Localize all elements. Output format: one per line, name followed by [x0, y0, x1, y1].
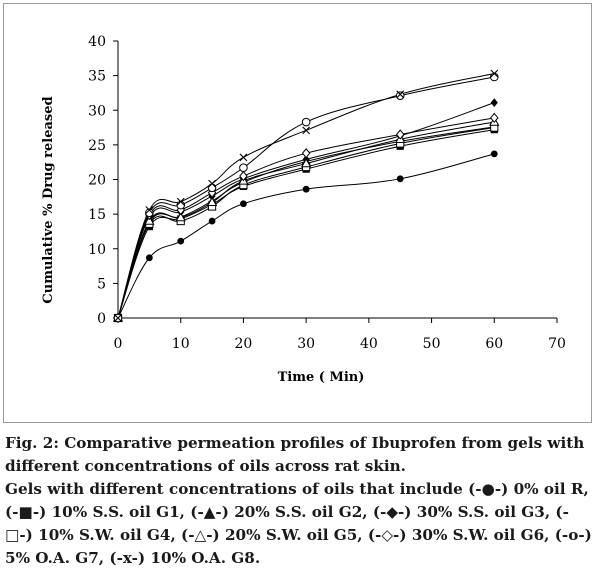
series-line-g7: [117, 76, 495, 319]
series-line-r: [117, 153, 495, 319]
data-point-g5: [175, 212, 186, 222]
data-point-g8: [145, 206, 154, 214]
data-point-g7: [207, 183, 217, 193]
y-tick-label: 35: [88, 69, 106, 85]
data-point-g3: [490, 98, 498, 108]
x-tick-label: 30: [297, 336, 315, 352]
x-tick-label: 10: [172, 336, 190, 352]
y-tick-label: 30: [88, 103, 106, 119]
x-tick-label: 20: [235, 336, 253, 352]
x-tick-label: 70: [548, 336, 566, 352]
data-point-g7: [301, 117, 311, 127]
series-markers: [112, 69, 500, 324]
y-tick-label: 0: [97, 311, 106, 327]
data-point-g5: [300, 158, 312, 168]
data-point-g7: [395, 91, 405, 101]
data-point-g8: [208, 179, 216, 188]
chart: 0 10 20 30 40 50 60 70 0 5 10 15 20 25 30 35 40 Cumulati…: [41, 34, 566, 385]
data-point-g5: [206, 196, 218, 207]
x-tick-label: 40: [360, 336, 378, 352]
data-point-g7: [489, 72, 499, 82]
data-point-g7: [239, 163, 248, 173]
y-axis-title: Cumulative % Drug released: [41, 96, 56, 303]
data-point-r: [490, 150, 498, 158]
figure-caption: Fig. 2: Comparative permeation profiles …: [5, 432, 593, 570]
data-point-g8: [302, 126, 311, 135]
x-tick-label: 0: [114, 336, 123, 352]
caption-legend-text: Gels with different concentrations of oi…: [5, 480, 592, 567]
x-tick-label: 50: [423, 336, 441, 352]
chart-axes: 0 10 20 30 40 50 60 70 0 5 10 15 20 25 30 35 40: [88, 34, 566, 352]
series-line-g6: [117, 117, 495, 319]
series-markers-g7: [113, 72, 499, 323]
y-tick-label: 25: [88, 138, 106, 154]
x-axis-title: Time ( Min): [278, 370, 365, 385]
data-point-r: [145, 254, 153, 262]
data-point-g7: [145, 208, 154, 218]
data-point-g8: [239, 153, 248, 162]
series-markers-g8: [114, 69, 499, 322]
data-point-g6: [239, 170, 248, 182]
y-tick-label: 20: [88, 173, 106, 189]
figure-frame: [3, 3, 592, 423]
data-point-g6: [395, 129, 405, 140]
series-markers-g6: [113, 112, 499, 324]
caption-title: Fig. 2: Comparative permeation profiles …: [5, 434, 585, 475]
series-lines: [117, 73, 495, 319]
data-point-g6: [301, 147, 311, 159]
data-point-g5: [144, 215, 155, 225]
data-point-r: [177, 237, 185, 245]
y-tick-label: 10: [88, 242, 106, 258]
y-tick-label: 15: [88, 207, 106, 223]
data-point-r: [240, 200, 247, 208]
y-tick-label: 40: [88, 34, 106, 50]
data-point-g8: [396, 90, 405, 99]
data-point-g6: [490, 112, 499, 124]
y-tick-label: 5: [97, 276, 106, 292]
data-point-g7: [176, 200, 186, 210]
x-tick-label: 60: [485, 336, 503, 352]
series-line-g8: [117, 73, 495, 319]
data-point-g8: [490, 69, 499, 78]
series-markers-r: [114, 150, 498, 322]
data-point-g8: [114, 314, 122, 322]
data-point-g8: [176, 197, 185, 206]
data-point-r: [208, 217, 216, 225]
data-point-r: [396, 175, 404, 183]
data-point-r: [302, 185, 310, 193]
